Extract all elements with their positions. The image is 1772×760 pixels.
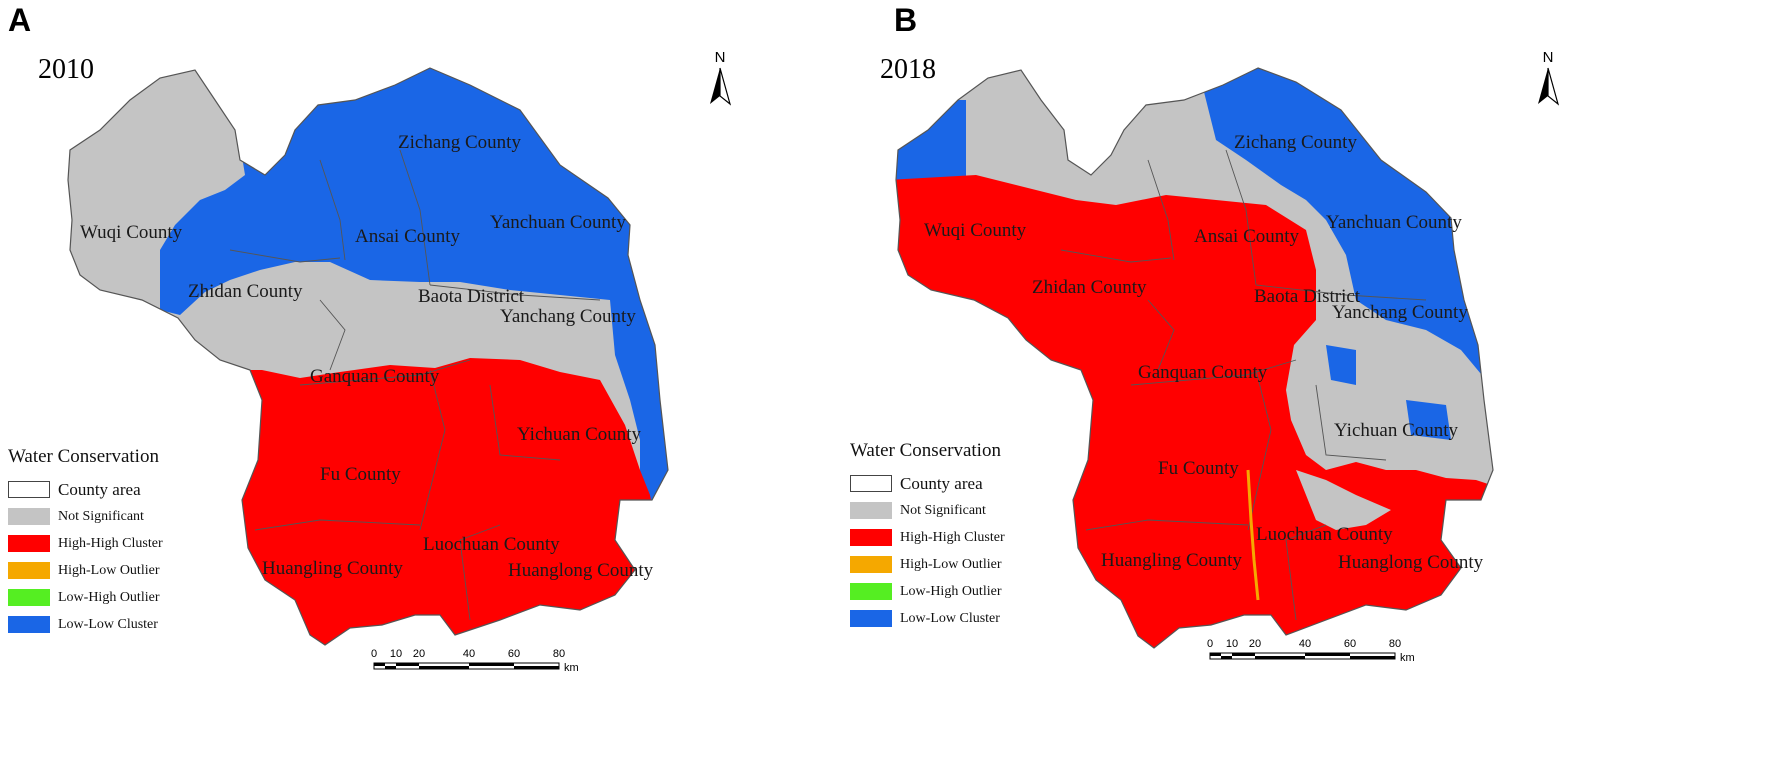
county-label-huanglong: Huanglong County (1338, 552, 1484, 573)
scale-tick: 80 (1389, 638, 1401, 650)
legend-item-low-low: Low-Low Cluster (850, 605, 1005, 632)
swatch-not-significant (850, 502, 892, 519)
county-label-huangling: Huangling County (262, 558, 403, 579)
county-label-zhidan: Zhidan County (188, 281, 303, 302)
north-arrow-icon: N (1538, 49, 1560, 106)
legend-item-low-high: Low-High Outlier (850, 578, 1005, 605)
swatch-high-low (850, 556, 892, 573)
map-panel-a: Wuqi County Zichang County Ansai County … (8, 2, 732, 674)
legend-item-low-low: Low-Low Cluster (8, 611, 163, 638)
county-label-yanchang: Yanchang County (500, 306, 636, 327)
scale-tick: 60 (1344, 638, 1356, 650)
swatch-low-low (8, 616, 50, 633)
north-label: N (1543, 49, 1554, 66)
map-2010: Wuqi County Zichang County Ansai County … (67, 67, 669, 646)
county-label-zichang: Zichang County (1234, 132, 1357, 153)
legend-title: Water Conservation (850, 440, 1001, 461)
county-label-wuqi: Wuqi County (924, 220, 1027, 241)
swatch-low-high (850, 583, 892, 600)
north-arrow-icon: N (710, 49, 732, 106)
county-label-yanchang: Yanchang County (1332, 302, 1468, 323)
swatch-county-area (850, 475, 892, 492)
county-label-huanglong: Huanglong County (508, 560, 654, 581)
panel-letter: B (894, 2, 918, 38)
map-panel-b: Wuqi County Zichang County Ansai County … (850, 0, 1772, 760)
scale-unit: km (1400, 652, 1415, 664)
scale-tick: 0 (1207, 638, 1213, 650)
scale-bar: 0 10 20 40 60 80 km (1207, 638, 1415, 664)
county-label-yanchuan: Yanchuan County (1326, 212, 1462, 233)
year-label: 2018 (880, 54, 936, 85)
county-label-zhidan: Zhidan County (1032, 277, 1147, 298)
county-label-wuqi: Wuqi County (80, 222, 183, 243)
legend-item-not-significant: Not Significant (850, 497, 1005, 524)
county-label-baota: Baota District (1254, 286, 1361, 307)
swatch-high-high (850, 529, 892, 546)
scale-tick: 40 (463, 648, 475, 660)
scale-unit: km (564, 662, 579, 674)
scale-bar: 0 10 20 40 60 80 km (371, 648, 579, 674)
scale-tick: 60 (508, 648, 520, 660)
county-label-baota: Baota District (418, 286, 525, 307)
scale-tick: 20 (1249, 638, 1261, 650)
legend-title: Water Conservation (8, 446, 159, 467)
swatch-high-high (8, 535, 50, 552)
legend-item-low-high: Low-High Outlier (8, 584, 163, 611)
county-label-fu: Fu County (1158, 458, 1239, 479)
scale-tick: 80 (553, 648, 565, 660)
county-label-luochuan: Luochuan County (423, 534, 560, 555)
county-label-yanchuan: Yanchuan County (490, 212, 626, 233)
scale-tick: 0 (371, 648, 377, 660)
swatch-county-area (8, 481, 50, 498)
map-2018: Wuqi County Zichang County Ansai County … (895, 67, 1494, 649)
legend-item-high-low: High-Low Outlier (8, 557, 163, 584)
county-label-fu: Fu County (320, 464, 401, 485)
county-label-ansai: Ansai County (1194, 226, 1300, 247)
scale-tick: 10 (1226, 638, 1238, 650)
north-label: N (715, 49, 726, 66)
county-label-luochuan: Luochuan County (1256, 524, 1393, 545)
scale-tick: 40 (1299, 638, 1311, 650)
county-label-ganquan: Ganquan County (310, 366, 440, 387)
panel-letter: A (8, 2, 32, 38)
year-label: 2010 (38, 54, 94, 85)
county-label-yichuan: Yichuan County (1334, 420, 1459, 441)
legend: Water Conservation County area Not Signi… (850, 440, 1005, 632)
county-label-zichang: Zichang County (398, 132, 521, 153)
legend-item-county-area: County area (850, 470, 1005, 497)
swatch-low-low (850, 610, 892, 627)
county-label-ganquan: Ganquan County (1138, 362, 1268, 383)
legend-item-not-significant: Not Significant (8, 503, 163, 530)
scale-tick: 10 (390, 648, 402, 660)
county-label-huangling: Huangling County (1101, 550, 1242, 571)
county-label-ansai: Ansai County (355, 226, 461, 247)
swatch-high-low (8, 562, 50, 579)
scale-tick: 20 (413, 648, 425, 660)
legend-item-county-area: County area (8, 476, 163, 503)
legend-item-high-high: High-High Cluster (850, 524, 1005, 551)
county-label-yichuan: Yichuan County (517, 424, 642, 445)
legend-item-high-high: High-High Cluster (8, 530, 163, 557)
swatch-low-high (8, 589, 50, 606)
legend-item-high-low: High-Low Outlier (850, 551, 1005, 578)
legend: Water Conservation County area Not Signi… (8, 446, 163, 638)
swatch-not-significant (8, 508, 50, 525)
